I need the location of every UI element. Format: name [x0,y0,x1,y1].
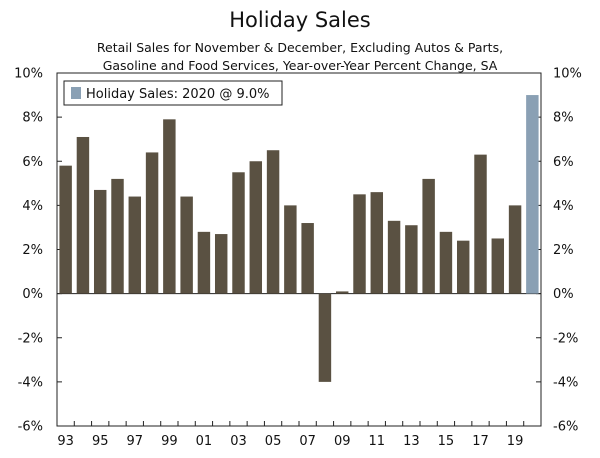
y-tick-label-right: 10% [553,67,582,82]
bar-2013 [405,225,418,294]
bar-1993 [59,165,72,294]
y-tick-label-right: 2% [553,243,574,258]
y-tick-label-left: -4% [18,375,43,390]
x-tick-label: 95 [92,434,109,449]
bar-2020 [526,95,539,294]
x-tick-label: 09 [334,434,351,449]
y-tick-label-left: 0% [22,287,43,302]
bar-2018 [491,238,505,294]
bar-2004 [249,161,263,294]
x-tick-label: 13 [403,434,420,449]
legend-label: Holiday Sales: 2020 @ 9.0% [86,87,270,102]
y-tick-label-right: -4% [553,375,578,390]
bar-1998 [145,152,159,294]
bar-2006 [284,205,297,294]
x-tick-label: 11 [369,434,386,449]
bar-2012 [387,220,401,294]
bar-2019 [508,205,522,294]
x-tick-label: 03 [230,434,247,449]
bar-2007 [301,223,314,294]
bar-2014 [422,178,435,294]
x-tick-label: 93 [57,434,74,449]
bar-2002 [214,234,228,294]
bar-1995 [93,189,107,294]
subtitle-line-2: Gasoline and Food Services, Year-over-Ye… [102,58,498,73]
y-tick-label-left: 4% [22,199,43,214]
bar-2003 [232,172,245,294]
x-tick-label: 05 [265,434,282,449]
bar-2000 [180,196,193,294]
y-tick-label-right: 8% [553,111,574,126]
y-tick-label-right: 0% [553,287,574,302]
y-tick-label-right: -2% [553,331,578,346]
bar-2010 [353,194,366,294]
bar-2016 [456,240,470,294]
legend-box [63,80,283,106]
bar-2017 [474,154,487,294]
legend-swatch [71,87,81,99]
x-tick-label: 07 [299,434,316,449]
subtitle-line-1: Retail Sales for November & December, Ex… [96,40,504,55]
bar-2009 [335,291,349,294]
y-tick-label-right: -6% [553,420,578,435]
y-tick-label-left: 6% [22,155,43,170]
bar-2015 [439,231,453,294]
bar-2011 [370,192,384,294]
y-tick-label-left: 10% [14,67,43,82]
bar-1996 [111,178,124,294]
y-tick-label-left: -6% [18,420,43,435]
y-tick-label-right: 4% [553,199,574,214]
x-tick-label: 15 [438,434,455,449]
x-tick-label: 17 [472,434,489,449]
bar-1997 [128,196,142,294]
chart-subtitle: Retail Sales for November & December, Ex… [0,39,600,75]
x-tick-label: 97 [127,434,144,449]
y-tick-label-left: -2% [18,331,43,346]
x-tick-label: 99 [161,434,178,449]
y-tick-label-left: 8% [22,111,43,126]
bar-2008 [318,293,332,382]
bar-1994 [76,136,90,294]
bar-2005 [266,150,280,294]
x-tick-label: 01 [196,434,213,449]
bar-2001 [197,231,211,294]
chart-title: Holiday Sales [229,8,371,32]
bar-1999 [163,119,176,294]
y-tick-label-right: 6% [553,155,574,170]
x-tick-label: 19 [507,434,524,449]
y-tick-label-left: 2% [22,243,43,258]
